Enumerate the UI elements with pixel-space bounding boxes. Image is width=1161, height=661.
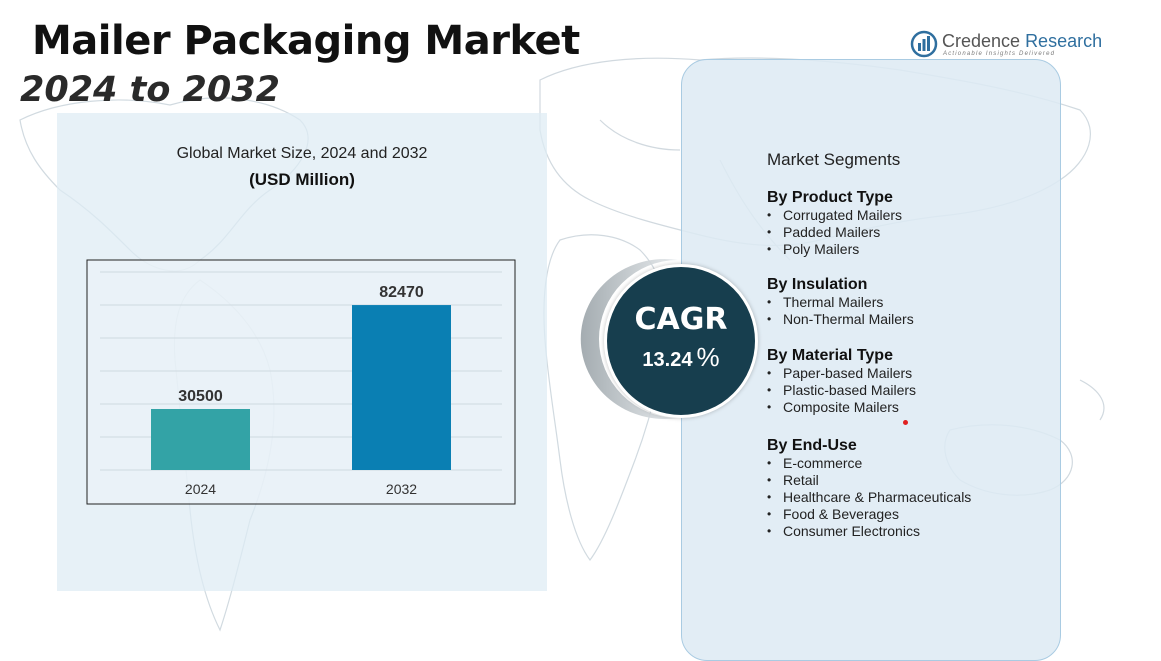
cagr-number: 13.24	[642, 349, 693, 371]
red-marker-dot	[903, 420, 908, 425]
segment-heading: By Insulation	[767, 276, 868, 293]
x-tick-label: 2024	[185, 481, 216, 497]
segment-item: Non-Thermal Mailers	[767, 311, 914, 328]
logo-wordmark: Credence Research	[942, 31, 1102, 52]
cagr-percent-sign: %	[696, 342, 720, 372]
page-title: Mailer Packaging Market	[32, 18, 580, 64]
x-tick-label: 2032	[386, 481, 417, 497]
segment-item: Thermal Mailers	[767, 294, 914, 311]
segment-item: Poly Mailers	[767, 241, 902, 258]
segment-group-product-type: By Product Type Corrugated Mailers Padde…	[767, 188, 902, 258]
segment-group-material-type: By Material Type Paper-based Mailers Pla…	[767, 346, 916, 416]
brand-logo[interactable]: Credence Research Actionable Insights De…	[910, 30, 1102, 62]
segment-group-end-use: By End-Use E-commerce Retail Healthcare …	[767, 436, 971, 540]
bar-2024	[151, 409, 250, 470]
chart-unit: (USD Million)	[249, 170, 355, 189]
segment-item: Healthcare & Pharmaceuticals	[767, 489, 971, 506]
segment-heading: By End-Use	[767, 437, 857, 454]
segment-item: Padded Mailers	[767, 224, 902, 241]
logo-icon	[910, 30, 938, 58]
page-subtitle: 2024 to 2032	[20, 70, 280, 110]
segment-item: Retail	[767, 472, 971, 489]
bar-data-label: 82470	[379, 284, 424, 301]
cagr-ring-decoration	[580, 259, 678, 419]
segment-heading: By Product Type	[767, 189, 893, 206]
cagr-label: CAGR	[634, 302, 728, 337]
chart-title: Global Market Size, 2024 and 2032	[176, 145, 428, 162]
segment-item: Corrugated Mailers	[767, 207, 902, 224]
cagr-badge	[604, 264, 758, 418]
logo-tagline: Actionable Insights Delivered	[943, 51, 1056, 57]
bar-data-label: 30500	[178, 388, 223, 405]
bar-2032	[352, 305, 451, 470]
segment-item: Composite Mailers	[767, 399, 916, 416]
segment-item: Paper-based Mailers	[767, 365, 916, 382]
segment-item: Consumer Electronics	[767, 523, 971, 540]
segment-group-insulation: By Insulation Thermal Mailers Non-Therma…	[767, 275, 914, 328]
segment-item: Plastic-based Mailers	[767, 382, 916, 399]
segment-item: E-commerce	[767, 455, 971, 472]
segment-item: Food & Beverages	[767, 506, 971, 523]
market-size-bar-chart: 30500 2024 82470 2032	[86, 259, 516, 505]
segment-heading: By Material Type	[767, 347, 893, 364]
segments-title: Market Segments	[767, 150, 901, 169]
logo-brand-part1: Credence	[942, 31, 1021, 51]
chart-bars: 30500 2024 82470 2032	[151, 284, 451, 497]
cagr-value: 13.24%	[604, 342, 758, 373]
logo-brand-part2: Research	[1025, 31, 1103, 51]
